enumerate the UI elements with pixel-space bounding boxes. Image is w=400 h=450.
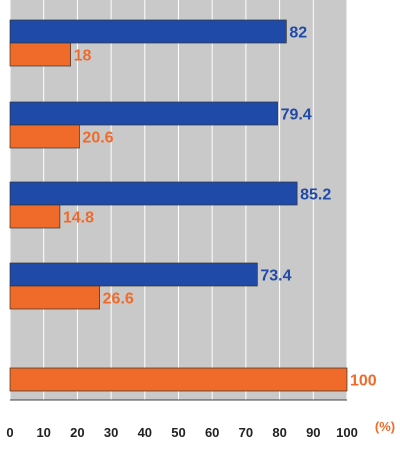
x-tick-label: 50 <box>171 425 185 440</box>
value-label-series-1-3: 85.2 <box>300 187 331 204</box>
bar-series-1-4 <box>9 262 258 287</box>
x-tick-label: 40 <box>138 425 152 440</box>
value-label-series-2-5: 100 <box>350 373 377 390</box>
x-tick-label: 100 <box>336 425 358 440</box>
value-label-series-2-4: 26.6 <box>103 291 134 308</box>
value-label-series-2-2: 20.6 <box>82 130 113 147</box>
bar-series-2-4 <box>9 285 100 310</box>
x-tick-label: 30 <box>104 425 118 440</box>
x-tick-label: 80 <box>272 425 286 440</box>
bar-series-2-1 <box>9 42 72 67</box>
value-label-series-2-3: 14.8 <box>63 210 94 227</box>
value-label-series-1-2: 79.4 <box>281 107 312 124</box>
bar-series-2-2 <box>9 124 80 149</box>
x-tick-label: 70 <box>239 425 253 440</box>
x-tick-label: 0 <box>6 425 13 440</box>
value-label-series-1-1: 82 <box>289 25 307 42</box>
bar-series-2-3 <box>9 204 61 229</box>
bar-series-1-1 <box>9 19 287 44</box>
x-tick-label: 10 <box>36 425 50 440</box>
x-axis-ticks: 0 10 20 30 40 50 60 70 80 90 100 <box>6 425 357 440</box>
bar-series-1-3 <box>9 181 298 206</box>
x-tick-label: 90 <box>306 425 320 440</box>
x-axis-unit-label: (%) <box>375 419 395 434</box>
bar-series-1-2 <box>9 101 278 126</box>
bar-series-2-5 <box>9 367 348 392</box>
value-labels: 82 18 79.4 20.6 85.2 14.8 73.4 26.6 100 <box>63 25 377 390</box>
value-label-series-2-1: 18 <box>74 48 92 65</box>
bars <box>9 19 348 392</box>
x-tick-label: 60 <box>205 425 219 440</box>
value-label-series-1-4: 73.4 <box>260 268 291 285</box>
x-tick-label: 20 <box>70 425 84 440</box>
